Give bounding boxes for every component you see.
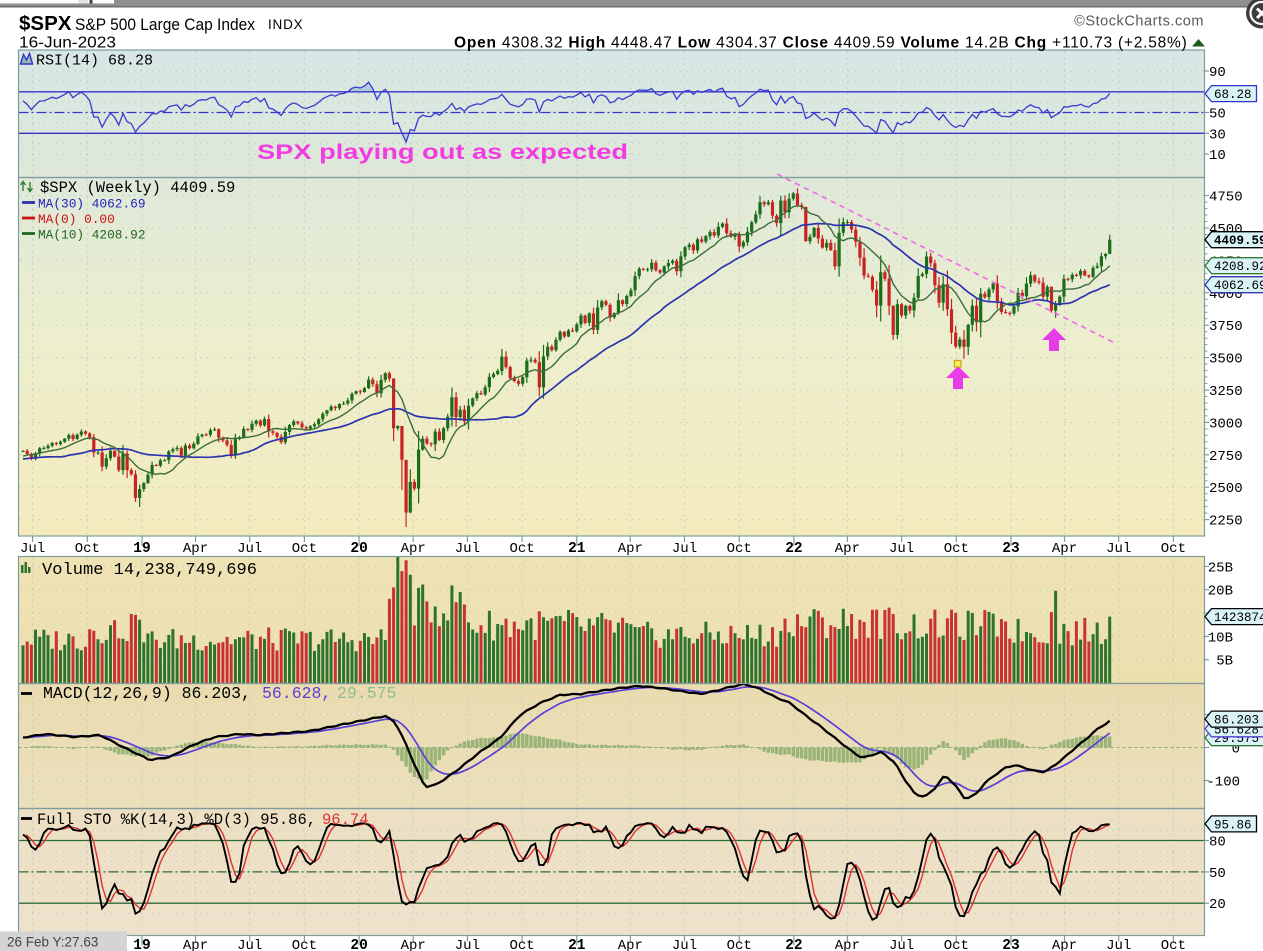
svg-text:20: 20	[350, 541, 367, 557]
svg-text:Jul: Jul	[237, 541, 262, 557]
svg-text:21: 21	[568, 938, 586, 951]
svg-text:Apr: Apr	[183, 938, 208, 951]
svg-text:©StockCharts.com: ©StockCharts.com	[1074, 14, 1204, 30]
svg-text:20: 20	[350, 938, 367, 951]
svg-text:2250: 2250	[1209, 514, 1243, 530]
svg-text:Oct: Oct	[1161, 938, 1186, 951]
svg-text:SPX playing out as expected: SPX playing out as expected	[257, 141, 628, 164]
svg-text:Jul: Jul	[672, 541, 697, 557]
svg-text:25B: 25B	[1208, 560, 1233, 576]
svg-text:0: 0	[1232, 742, 1240, 758]
svg-text:10B: 10B	[1208, 630, 1233, 646]
svg-text:Jul: Jul	[20, 541, 45, 557]
svg-text:4750: 4750	[1209, 190, 1243, 206]
svg-text:Jul: Jul	[889, 541, 914, 557]
svg-text:$SPX (Weekly) 4409.59: $SPX (Weekly) 4409.59	[40, 179, 235, 197]
svg-text:95.86: 95.86	[1214, 818, 1252, 832]
svg-text:Apr: Apr	[835, 541, 860, 557]
svg-text:22: 22	[785, 541, 802, 557]
svg-text:Apr: Apr	[835, 938, 860, 951]
svg-text:50: 50	[1209, 107, 1226, 123]
svg-text:20: 20	[1209, 897, 1226, 913]
svg-text:80: 80	[1209, 835, 1226, 851]
svg-text:RSI(14) 68.28: RSI(14) 68.28	[36, 53, 153, 70]
svg-text:2500: 2500	[1209, 481, 1243, 497]
svg-text:23: 23	[1002, 541, 1019, 557]
svg-text:Oct: Oct	[509, 541, 534, 557]
svg-text:Jul: Jul	[455, 541, 480, 557]
svg-text:10: 10	[1209, 148, 1226, 164]
svg-text:Jul: Jul	[1106, 938, 1131, 951]
svg-text:4208.92: 4208.92	[1214, 260, 1263, 274]
svg-text:26 Feb Y:27.63: 26 Feb Y:27.63	[7, 935, 98, 950]
svg-text:-100: -100	[1206, 775, 1240, 791]
svg-text:INDX: INDX	[268, 17, 303, 32]
svg-text:68.28: 68.28	[1214, 88, 1252, 102]
svg-text:96.74: 96.74	[322, 811, 369, 829]
svg-text:Apr: Apr	[1052, 541, 1077, 557]
svg-text:Volume 14,238,749,696: Volume 14,238,749,696	[42, 560, 257, 579]
svg-text:19: 19	[133, 938, 150, 951]
svg-text:MA(0) 0.00: MA(0) 0.00	[38, 212, 115, 227]
svg-text:2750: 2750	[1209, 449, 1243, 465]
svg-text:MACD(12,26,9) 86.203,: MACD(12,26,9) 86.203,	[43, 684, 251, 703]
svg-text:Oct: Oct	[292, 541, 317, 557]
svg-text:MA(30) 4062.69: MA(30) 4062.69	[38, 197, 146, 212]
svg-text:14238749696: 14238749696	[1214, 611, 1263, 625]
svg-text:23: 23	[1002, 938, 1019, 951]
svg-text:19: 19	[133, 541, 150, 557]
svg-text:MA(10) 4208.92: MA(10) 4208.92	[38, 228, 146, 243]
svg-text:Jul: Jul	[237, 938, 262, 951]
svg-text:3500: 3500	[1209, 352, 1243, 368]
svg-text:Apr: Apr	[1052, 938, 1077, 951]
svg-text:Oct: Oct	[727, 541, 752, 557]
svg-text:Jul: Jul	[889, 938, 914, 951]
svg-text:Oct: Oct	[75, 541, 100, 557]
svg-text:3250: 3250	[1209, 384, 1243, 400]
svg-text:S&P 500 Large Cap Index: S&P 500 Large Cap Index	[75, 15, 255, 34]
svg-text:Oct: Oct	[292, 938, 317, 951]
svg-text:3750: 3750	[1209, 319, 1243, 335]
svg-text:86.203: 86.203	[1214, 714, 1259, 728]
svg-text:3000: 3000	[1209, 416, 1243, 432]
svg-text:Full STO %K(14,3) %D(3) 95.86,: Full STO %K(14,3) %D(3) 95.86,	[37, 811, 316, 829]
svg-text:16-Jun-2023: 16-Jun-2023	[19, 35, 116, 52]
svg-text:21: 21	[568, 541, 586, 557]
svg-text:Jul: Jul	[455, 938, 480, 951]
svg-text:Jul: Jul	[1106, 541, 1131, 557]
svg-text:Oct: Oct	[944, 541, 969, 557]
svg-text:50: 50	[1209, 866, 1226, 882]
svg-text:Oct: Oct	[727, 938, 752, 951]
svg-text:Oct: Oct	[1161, 541, 1186, 557]
svg-text:Oct: Oct	[944, 938, 969, 951]
svg-text:29.575: 29.575	[337, 684, 396, 703]
svg-text:$SPX: $SPX	[19, 12, 72, 35]
svg-text:4409.59: 4409.59	[1214, 234, 1263, 248]
svg-text:Apr: Apr	[183, 541, 208, 557]
svg-text:30: 30	[1209, 127, 1226, 143]
svg-text:Apr: Apr	[401, 938, 426, 951]
svg-text:Open 4308.32 High 4448.47 Low: Open 4308.32 High 4448.47 Low 4304.37 Cl…	[454, 35, 1188, 52]
svg-text:Apr: Apr	[618, 541, 643, 557]
svg-text:20B: 20B	[1208, 584, 1233, 600]
svg-text:90: 90	[1209, 65, 1226, 81]
svg-text:22: 22	[785, 938, 802, 951]
svg-text:Jul: Jul	[672, 938, 697, 951]
svg-text:Apr: Apr	[618, 938, 643, 951]
svg-text:Apr: Apr	[401, 541, 426, 557]
svg-text:5B: 5B	[1216, 654, 1233, 670]
svg-text:Oct: Oct	[509, 938, 534, 951]
svg-text:4062.69: 4062.69	[1214, 279, 1263, 293]
svg-text:56.628,: 56.628,	[262, 684, 331, 703]
